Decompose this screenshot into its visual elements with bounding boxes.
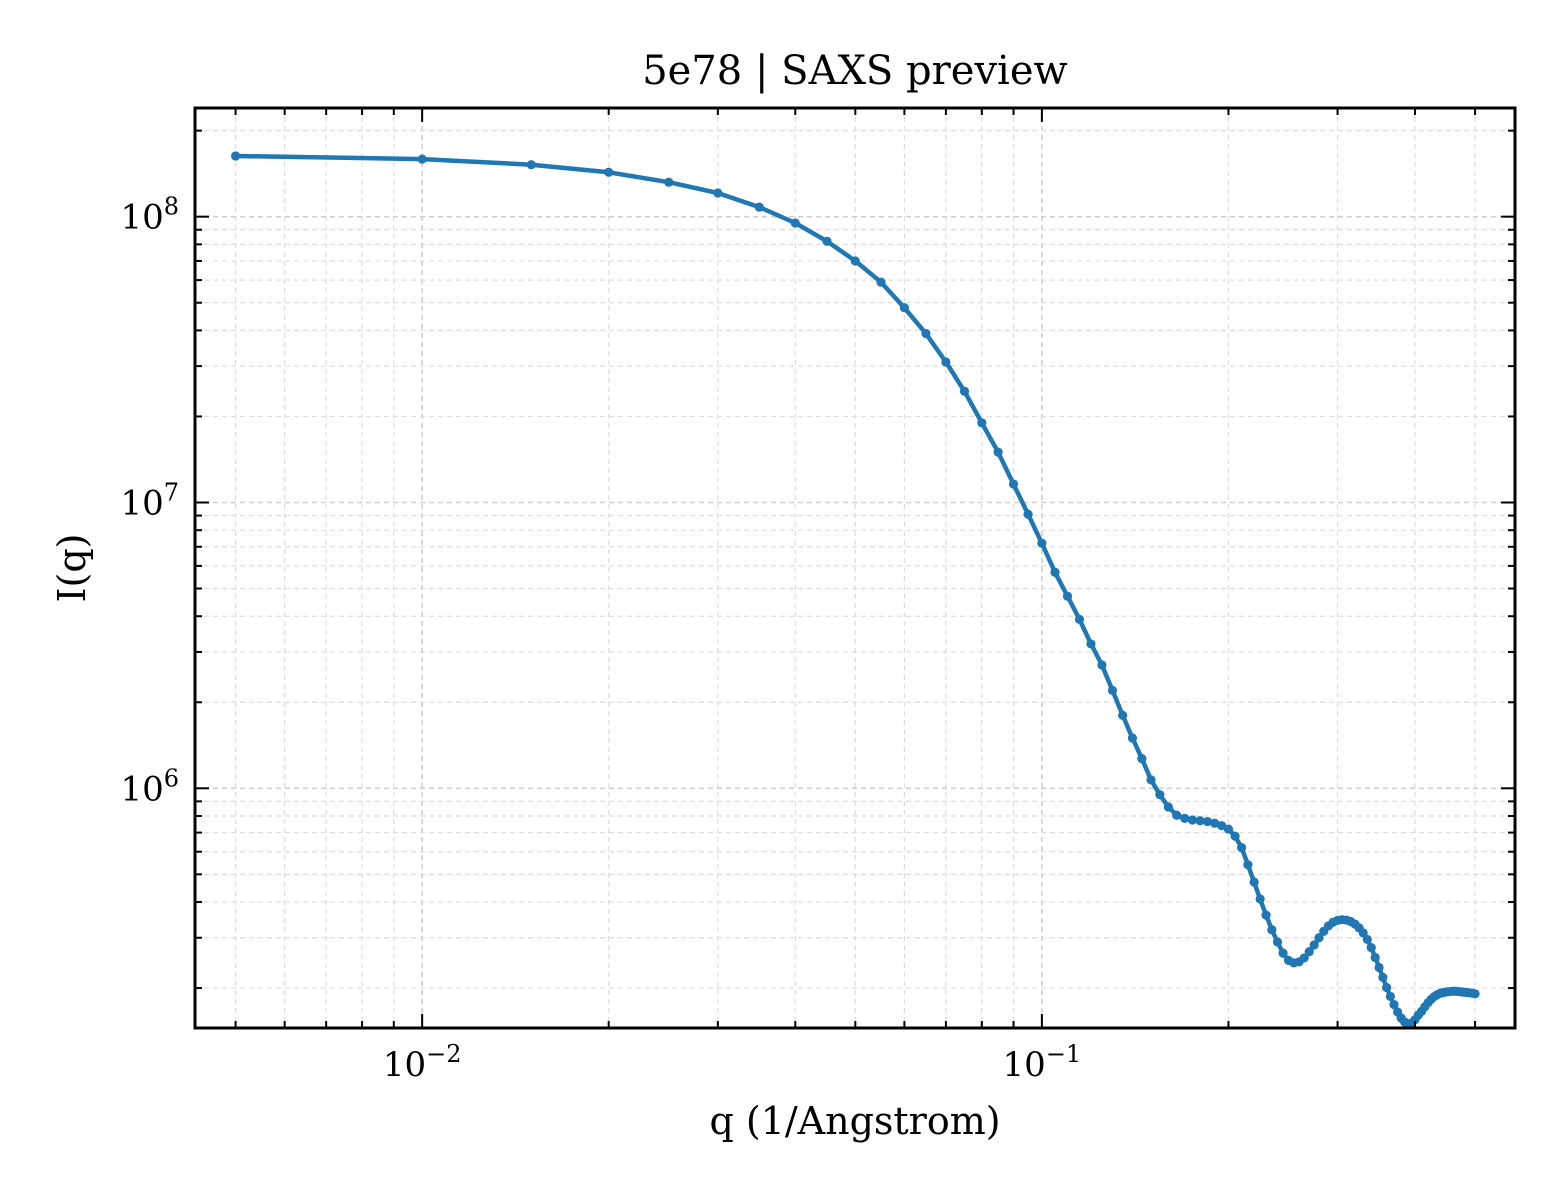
data-point [1074, 614, 1085, 624]
x-tick-label: 10−2 [383, 1040, 462, 1085]
data-point [941, 357, 951, 367]
data-point [1243, 860, 1253, 870]
data-point [1155, 790, 1165, 800]
data-point [822, 236, 832, 246]
data-point [1050, 567, 1060, 577]
data-point [1202, 816, 1213, 827]
data-point [1382, 982, 1392, 993]
data-point [1255, 894, 1265, 904]
y-axis-label: I(q) [50, 534, 94, 603]
data-point [959, 386, 970, 396]
data-point [1008, 479, 1019, 489]
data-point [1236, 843, 1247, 853]
data-point [1210, 818, 1220, 828]
data-point [1267, 925, 1277, 935]
data-point [1187, 815, 1198, 825]
data-point [1062, 591, 1073, 601]
data-point [1137, 754, 1147, 764]
data-point [921, 328, 931, 339]
data-point [1272, 937, 1283, 947]
data-point [1378, 972, 1388, 982]
data-point [1278, 948, 1288, 958]
data-point [1470, 989, 1480, 999]
data-point [899, 303, 909, 313]
data-point [1146, 775, 1156, 785]
data-point [1086, 639, 1096, 649]
tick-labels: 10−2 10−1 106 107 108 [120, 193, 1081, 1085]
data-point [1097, 660, 1107, 670]
y-tick-label: 106 [120, 764, 179, 809]
axis-ticks [195, 108, 1515, 1028]
data-point [230, 151, 241, 161]
data-point [526, 160, 536, 170]
data-point [754, 202, 764, 212]
data-point [1163, 802, 1173, 812]
grid [195, 108, 1515, 1028]
data-point [1389, 1000, 1399, 1010]
data-point [1180, 813, 1190, 823]
data-point [1314, 933, 1324, 943]
data-point [604, 167, 614, 177]
data-point [1299, 953, 1309, 963]
data-point [664, 177, 674, 187]
x-axis-label: q (1/Angstrom) [709, 1099, 1000, 1143]
data-point [1385, 991, 1395, 1002]
data-point [1362, 934, 1372, 945]
data-point [876, 277, 886, 287]
data-point [1217, 821, 1227, 831]
x-tick-label: 10−1 [1003, 1040, 1082, 1085]
data-point [1374, 962, 1384, 973]
data-point [1304, 947, 1314, 957]
data-point [850, 256, 860, 266]
y-tick-label: 108 [120, 193, 179, 238]
data-point [1023, 509, 1033, 519]
data-point [1223, 824, 1234, 834]
data-point [417, 154, 427, 164]
data-point [1127, 733, 1138, 743]
chart-title: 5e78 | SAXS preview [642, 48, 1068, 94]
data-point [1107, 685, 1118, 696]
data-point [977, 418, 987, 428]
data-point [1037, 538, 1047, 548]
data-point [1230, 831, 1240, 841]
data-point [1195, 816, 1205, 826]
y-tick-label: 107 [120, 478, 179, 523]
data-point [713, 188, 723, 198]
data-point [1172, 810, 1182, 820]
data-point [1370, 952, 1380, 963]
data-point [1249, 877, 1259, 887]
data-point [790, 218, 800, 228]
data-point [1118, 710, 1128, 720]
data-point [1309, 940, 1319, 950]
data-point [993, 447, 1003, 457]
data-point [1261, 910, 1271, 920]
data-point [1366, 943, 1376, 953]
series-layer [230, 151, 1480, 1029]
